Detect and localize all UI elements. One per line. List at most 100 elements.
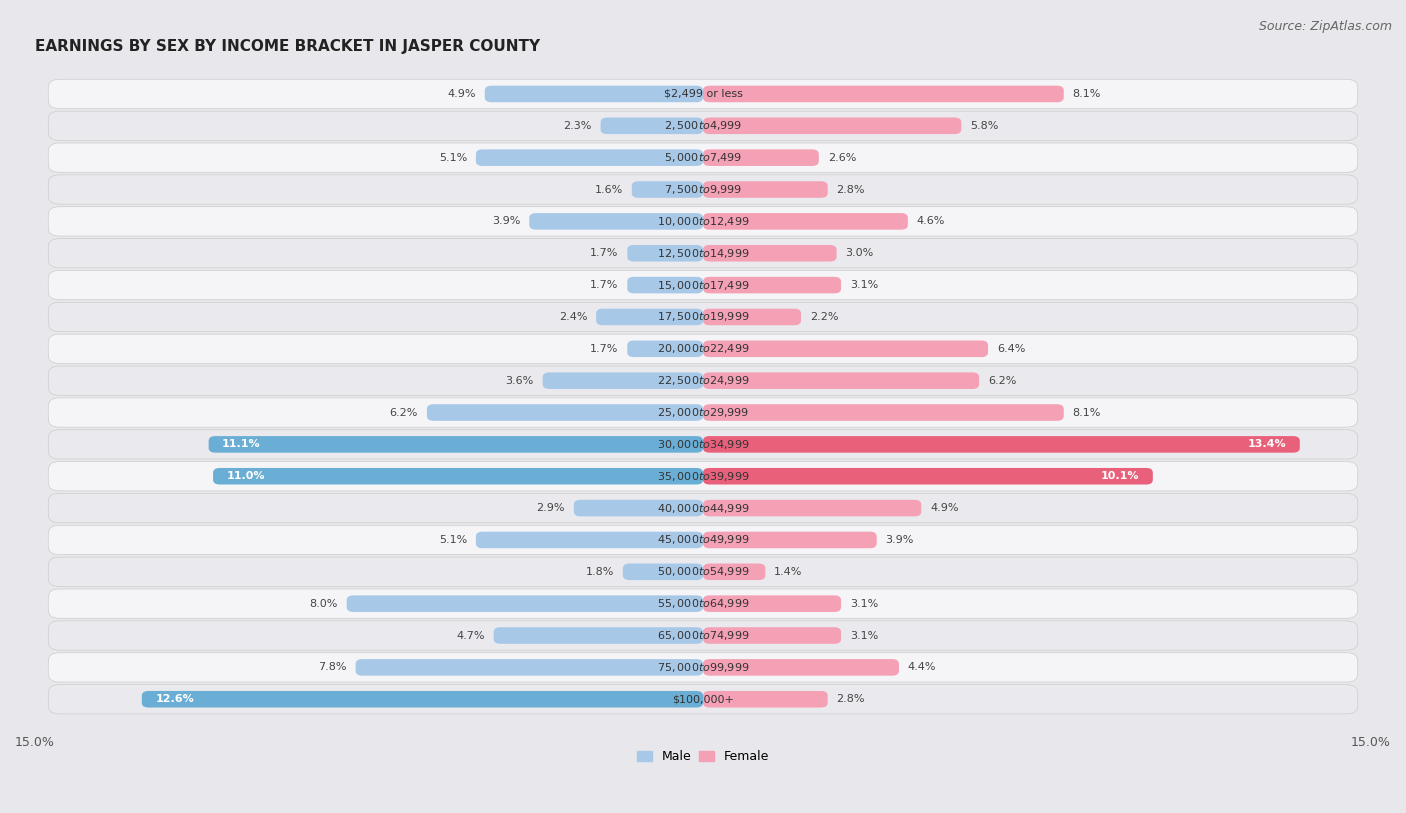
- FancyBboxPatch shape: [48, 143, 1358, 172]
- Text: 5.1%: 5.1%: [439, 153, 467, 163]
- Text: 2.2%: 2.2%: [810, 312, 838, 322]
- Text: $5,000 to $7,499: $5,000 to $7,499: [664, 151, 742, 164]
- FancyBboxPatch shape: [703, 659, 898, 676]
- FancyBboxPatch shape: [475, 150, 703, 166]
- FancyBboxPatch shape: [627, 341, 703, 357]
- FancyBboxPatch shape: [703, 341, 988, 357]
- FancyBboxPatch shape: [703, 628, 841, 644]
- FancyBboxPatch shape: [48, 302, 1358, 332]
- FancyBboxPatch shape: [48, 430, 1358, 459]
- Text: $12,500 to $14,999: $12,500 to $14,999: [657, 246, 749, 259]
- FancyBboxPatch shape: [48, 653, 1358, 682]
- Text: EARNINGS BY SEX BY INCOME BRACKET IN JASPER COUNTY: EARNINGS BY SEX BY INCOME BRACKET IN JAS…: [35, 39, 540, 54]
- Text: 2.6%: 2.6%: [828, 153, 856, 163]
- FancyBboxPatch shape: [703, 372, 979, 389]
- FancyBboxPatch shape: [627, 245, 703, 262]
- Text: 4.9%: 4.9%: [931, 503, 959, 513]
- Text: 2.3%: 2.3%: [564, 121, 592, 131]
- Text: 3.9%: 3.9%: [492, 216, 520, 226]
- FancyBboxPatch shape: [529, 213, 703, 229]
- FancyBboxPatch shape: [48, 525, 1358, 554]
- Text: 11.0%: 11.0%: [226, 472, 264, 481]
- FancyBboxPatch shape: [356, 659, 703, 676]
- FancyBboxPatch shape: [48, 398, 1358, 427]
- FancyBboxPatch shape: [475, 532, 703, 548]
- Text: $40,000 to $44,999: $40,000 to $44,999: [657, 502, 749, 515]
- FancyBboxPatch shape: [703, 85, 1064, 102]
- Text: 8.1%: 8.1%: [1073, 89, 1101, 99]
- FancyBboxPatch shape: [703, 118, 962, 134]
- FancyBboxPatch shape: [631, 181, 703, 198]
- FancyBboxPatch shape: [703, 532, 877, 548]
- Text: $15,000 to $17,499: $15,000 to $17,499: [657, 279, 749, 292]
- Text: 12.6%: 12.6%: [155, 694, 194, 704]
- FancyBboxPatch shape: [703, 213, 908, 229]
- FancyBboxPatch shape: [574, 500, 703, 516]
- Legend: Male, Female: Male, Female: [631, 745, 775, 768]
- Text: 3.0%: 3.0%: [845, 248, 873, 259]
- FancyBboxPatch shape: [600, 118, 703, 134]
- Text: 4.7%: 4.7%: [457, 631, 485, 641]
- Text: 2.4%: 2.4%: [558, 312, 588, 322]
- Text: 1.7%: 1.7%: [591, 344, 619, 354]
- Text: 1.8%: 1.8%: [585, 567, 614, 576]
- Text: 6.2%: 6.2%: [988, 376, 1017, 385]
- Text: 2.8%: 2.8%: [837, 185, 865, 194]
- Text: $100,000+: $100,000+: [672, 694, 734, 704]
- Text: $7,500 to $9,999: $7,500 to $9,999: [664, 183, 742, 196]
- Text: $30,000 to $34,999: $30,000 to $34,999: [657, 438, 749, 451]
- FancyBboxPatch shape: [427, 404, 703, 421]
- Text: $10,000 to $12,499: $10,000 to $12,499: [657, 215, 749, 228]
- Text: 3.1%: 3.1%: [851, 631, 879, 641]
- Text: 6.4%: 6.4%: [997, 344, 1025, 354]
- FancyBboxPatch shape: [703, 691, 828, 707]
- Text: 2.9%: 2.9%: [537, 503, 565, 513]
- Text: $25,000 to $29,999: $25,000 to $29,999: [657, 406, 749, 419]
- FancyBboxPatch shape: [214, 468, 703, 485]
- Text: 3.6%: 3.6%: [506, 376, 534, 385]
- Text: $75,000 to $99,999: $75,000 to $99,999: [657, 661, 749, 674]
- FancyBboxPatch shape: [48, 207, 1358, 236]
- Text: $55,000 to $64,999: $55,000 to $64,999: [657, 598, 749, 611]
- Text: 5.1%: 5.1%: [439, 535, 467, 545]
- FancyBboxPatch shape: [48, 175, 1358, 204]
- FancyBboxPatch shape: [703, 563, 765, 580]
- Text: 4.9%: 4.9%: [447, 89, 475, 99]
- Text: $17,500 to $19,999: $17,500 to $19,999: [657, 311, 749, 324]
- FancyBboxPatch shape: [48, 493, 1358, 523]
- Text: $65,000 to $74,999: $65,000 to $74,999: [657, 629, 749, 642]
- FancyBboxPatch shape: [543, 372, 703, 389]
- FancyBboxPatch shape: [347, 595, 703, 612]
- Text: 4.6%: 4.6%: [917, 216, 945, 226]
- Text: 3.1%: 3.1%: [851, 280, 879, 290]
- FancyBboxPatch shape: [48, 462, 1358, 491]
- Text: 1.7%: 1.7%: [591, 280, 619, 290]
- FancyBboxPatch shape: [48, 80, 1358, 109]
- Text: 8.0%: 8.0%: [309, 598, 337, 609]
- Text: $20,000 to $22,499: $20,000 to $22,499: [657, 342, 749, 355]
- Text: 5.8%: 5.8%: [970, 121, 998, 131]
- Text: 1.6%: 1.6%: [595, 185, 623, 194]
- Text: 3.9%: 3.9%: [886, 535, 914, 545]
- Text: 10.1%: 10.1%: [1101, 472, 1139, 481]
- FancyBboxPatch shape: [703, 181, 828, 198]
- FancyBboxPatch shape: [494, 628, 703, 644]
- FancyBboxPatch shape: [703, 150, 818, 166]
- FancyBboxPatch shape: [48, 111, 1358, 141]
- FancyBboxPatch shape: [485, 85, 703, 102]
- FancyBboxPatch shape: [48, 334, 1358, 363]
- Text: $35,000 to $39,999: $35,000 to $39,999: [657, 470, 749, 483]
- FancyBboxPatch shape: [703, 245, 837, 262]
- FancyBboxPatch shape: [48, 366, 1358, 395]
- Text: 3.1%: 3.1%: [851, 598, 879, 609]
- FancyBboxPatch shape: [208, 436, 703, 453]
- FancyBboxPatch shape: [48, 557, 1358, 586]
- FancyBboxPatch shape: [48, 589, 1358, 619]
- FancyBboxPatch shape: [703, 309, 801, 325]
- Text: $50,000 to $54,999: $50,000 to $54,999: [657, 565, 749, 578]
- Text: $2,500 to $4,999: $2,500 to $4,999: [664, 120, 742, 133]
- FancyBboxPatch shape: [703, 595, 841, 612]
- FancyBboxPatch shape: [623, 563, 703, 580]
- Text: 2.8%: 2.8%: [837, 694, 865, 704]
- FancyBboxPatch shape: [703, 404, 1064, 421]
